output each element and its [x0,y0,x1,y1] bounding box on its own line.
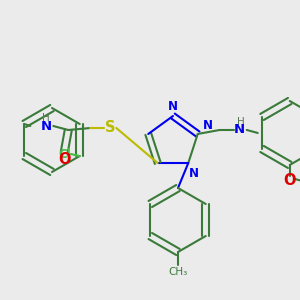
Text: N: N [189,167,199,179]
Text: N: N [41,119,52,133]
Text: Cl: Cl [58,148,71,160]
Text: N: N [168,100,178,112]
Text: O: O [284,173,296,188]
Text: N: N [234,124,245,136]
Text: O: O [58,152,70,167]
Text: N: N [203,119,213,133]
Text: S: S [105,121,116,136]
Text: H: H [237,117,244,127]
Text: H: H [42,113,50,123]
Text: CH₃: CH₃ [168,267,188,277]
